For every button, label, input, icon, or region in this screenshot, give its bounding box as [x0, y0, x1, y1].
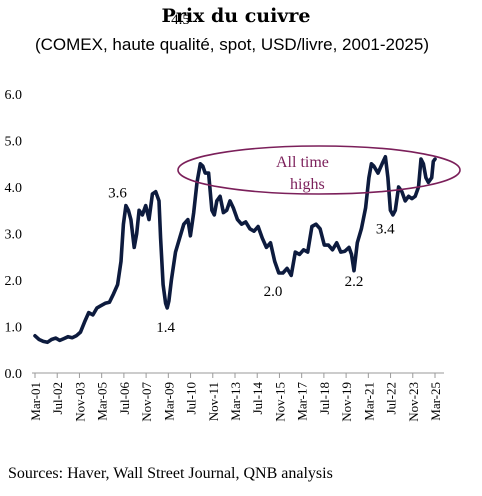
y-tick-label: 6.0 — [5, 88, 23, 103]
plot-area — [33, 155, 437, 345]
y-tick-label: 5.0 — [5, 135, 23, 150]
data-label: 2.0 — [264, 284, 283, 300]
y-tick-label: 2.0 — [5, 274, 23, 289]
data-label: 3.6 — [108, 186, 127, 202]
x-tick-label: Mar-05 — [95, 382, 110, 421]
chart-title: Prix du cuivre — [162, 5, 311, 27]
data-label: 4.5 — [171, 12, 190, 28]
x-tick-label: Nov-11 — [206, 382, 221, 421]
y-tick-label: 4.0 — [5, 181, 23, 196]
y-tick-label: 1.0 — [5, 321, 23, 336]
x-tick-label: Mar-21 — [361, 382, 376, 421]
data-labels: 3.61.44.52.02.23.44.6 — [108, 12, 395, 336]
x-tick-label: Jul-14 — [250, 382, 265, 415]
x-tick-label: Jul-06 — [117, 382, 132, 415]
x-axis: Mar-01 Jul-02 Nov-03 Mar-05 Jul-06 Nov-07 Mar-… — [28, 373, 443, 422]
x-tick-label: Jul-02 — [50, 382, 65, 415]
x-tick-label: Mar-25 — [428, 382, 443, 421]
annotation-line-1: All time — [276, 154, 329, 171]
x-tick-label: Nov-03 — [72, 382, 87, 422]
all-time-highs-ellipse — [177, 145, 461, 195]
y-tick-label: 0.0 — [5, 367, 23, 382]
y-axis: 0.0 1.0 2.0 3.0 4.0 5.0 6.0 — [5, 88, 23, 382]
x-tick-label: Jul-22 — [384, 382, 399, 415]
x-tick-label: Nov-07 — [139, 382, 154, 422]
y-tick-label: 3.0 — [5, 228, 23, 243]
data-label: 2.2 — [345, 274, 364, 290]
x-tick-label: Mar-09 — [161, 382, 176, 421]
annotation-line-2: highs — [290, 176, 325, 193]
x-tick-label: Mar-17 — [295, 382, 310, 421]
x-tick-label: Mar-13 — [228, 382, 243, 421]
source-note: Sources: Haver, Wall Street Journal, QNB… — [8, 465, 333, 482]
data-label: 1.4 — [156, 320, 175, 336]
x-tick-label: Nov-19 — [339, 382, 354, 422]
x-tick-label: Jul-18 — [317, 382, 332, 415]
copper-price-line — [33, 155, 437, 345]
x-tick-label: Nov-23 — [406, 382, 421, 422]
x-tick-label: Mar-01 — [28, 382, 43, 421]
data-label: 3.4 — [376, 221, 395, 237]
x-tick-label: Jul-10 — [184, 382, 199, 415]
chart-subtitle: (COMEX, haute qualité, spot, USD/livre, … — [35, 35, 429, 54]
x-tick-label: Nov-15 — [272, 382, 287, 422]
